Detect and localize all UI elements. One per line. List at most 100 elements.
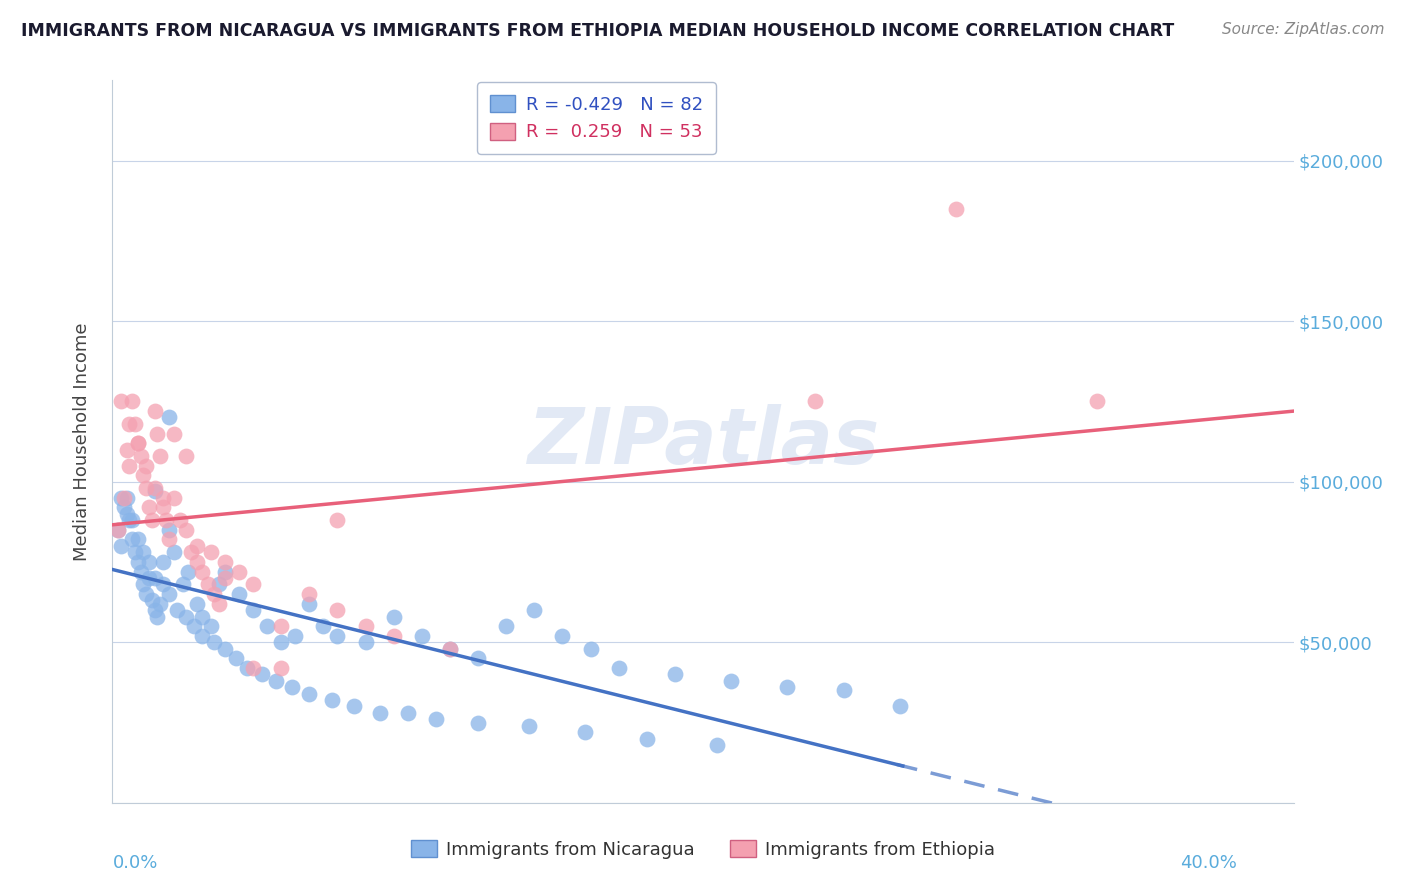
Point xyxy=(110,394,132,409)
Point xyxy=(186,539,208,553)
Point xyxy=(146,426,169,441)
Point xyxy=(579,641,602,656)
Point xyxy=(157,523,180,537)
Point xyxy=(143,484,166,499)
Point xyxy=(607,661,630,675)
Point xyxy=(495,619,517,633)
Point xyxy=(124,417,146,431)
Point xyxy=(132,545,155,559)
Text: Source: ZipAtlas.com: Source: ZipAtlas.com xyxy=(1222,22,1385,37)
Point xyxy=(174,523,197,537)
Point xyxy=(200,619,222,633)
Point xyxy=(326,603,349,617)
Point xyxy=(551,629,574,643)
Point xyxy=(197,577,219,591)
Point xyxy=(129,565,152,579)
Point xyxy=(776,680,799,694)
Point xyxy=(152,577,174,591)
Point xyxy=(382,609,405,624)
Point xyxy=(163,545,186,559)
Point xyxy=(169,513,191,527)
Point xyxy=(115,507,138,521)
Point xyxy=(214,565,236,579)
Point xyxy=(706,738,728,752)
Point xyxy=(152,491,174,505)
Point xyxy=(110,539,132,553)
Point xyxy=(121,394,143,409)
Point xyxy=(298,597,321,611)
Point xyxy=(242,603,264,617)
Point xyxy=(208,597,231,611)
Point xyxy=(439,641,461,656)
Point xyxy=(411,629,433,643)
Point xyxy=(425,712,447,726)
Text: ZIPatlas: ZIPatlas xyxy=(527,403,879,480)
Point xyxy=(228,565,250,579)
Point xyxy=(135,481,157,495)
Point xyxy=(664,667,686,681)
Point xyxy=(110,491,132,505)
Point xyxy=(200,545,222,559)
Point xyxy=(382,629,405,643)
Point xyxy=(115,491,138,505)
Text: 0.0%: 0.0% xyxy=(112,855,157,872)
Point xyxy=(523,603,546,617)
Point xyxy=(264,673,287,688)
Point xyxy=(368,706,391,720)
Point xyxy=(152,500,174,515)
Point xyxy=(517,719,540,733)
Point xyxy=(146,609,169,624)
Point xyxy=(138,571,160,585)
Point xyxy=(174,449,197,463)
Point xyxy=(191,565,214,579)
Point xyxy=(135,587,157,601)
Point xyxy=(118,513,141,527)
Point xyxy=(236,661,259,675)
Point xyxy=(157,533,180,547)
Point xyxy=(177,565,200,579)
Point xyxy=(214,641,236,656)
Point xyxy=(186,555,208,569)
Point xyxy=(242,661,264,675)
Point xyxy=(143,571,166,585)
Point xyxy=(143,404,166,418)
Point xyxy=(250,667,273,681)
Point xyxy=(354,635,377,649)
Point xyxy=(945,202,967,216)
Point xyxy=(321,693,343,707)
Point xyxy=(115,442,138,457)
Point xyxy=(138,500,160,515)
Point xyxy=(804,394,827,409)
Point xyxy=(343,699,366,714)
Point xyxy=(191,609,214,624)
Point xyxy=(467,715,489,730)
Point xyxy=(163,426,186,441)
Point xyxy=(270,619,292,633)
Point xyxy=(127,436,149,450)
Point xyxy=(143,481,166,495)
Point xyxy=(163,491,186,505)
Point xyxy=(396,706,419,720)
Point xyxy=(574,725,596,739)
Point xyxy=(127,555,149,569)
Point xyxy=(439,641,461,656)
Text: 40.0%: 40.0% xyxy=(1181,855,1237,872)
Point xyxy=(129,449,152,463)
Point xyxy=(149,449,172,463)
Point xyxy=(354,619,377,633)
Point xyxy=(326,629,349,643)
Point xyxy=(225,651,247,665)
Point xyxy=(214,571,236,585)
Point xyxy=(118,417,141,431)
Point xyxy=(157,587,180,601)
Point xyxy=(166,603,188,617)
Text: IMMIGRANTS FROM NICARAGUA VS IMMIGRANTS FROM ETHIOPIA MEDIAN HOUSEHOLD INCOME CO: IMMIGRANTS FROM NICARAGUA VS IMMIGRANTS … xyxy=(21,22,1174,40)
Point xyxy=(124,545,146,559)
Point xyxy=(186,597,208,611)
Legend: Immigrants from Nicaragua, Immigrants from Ethiopia: Immigrants from Nicaragua, Immigrants fr… xyxy=(404,833,1002,866)
Point xyxy=(112,500,135,515)
Point xyxy=(1085,394,1108,409)
Point xyxy=(202,587,225,601)
Point xyxy=(284,629,307,643)
Point xyxy=(141,513,163,527)
